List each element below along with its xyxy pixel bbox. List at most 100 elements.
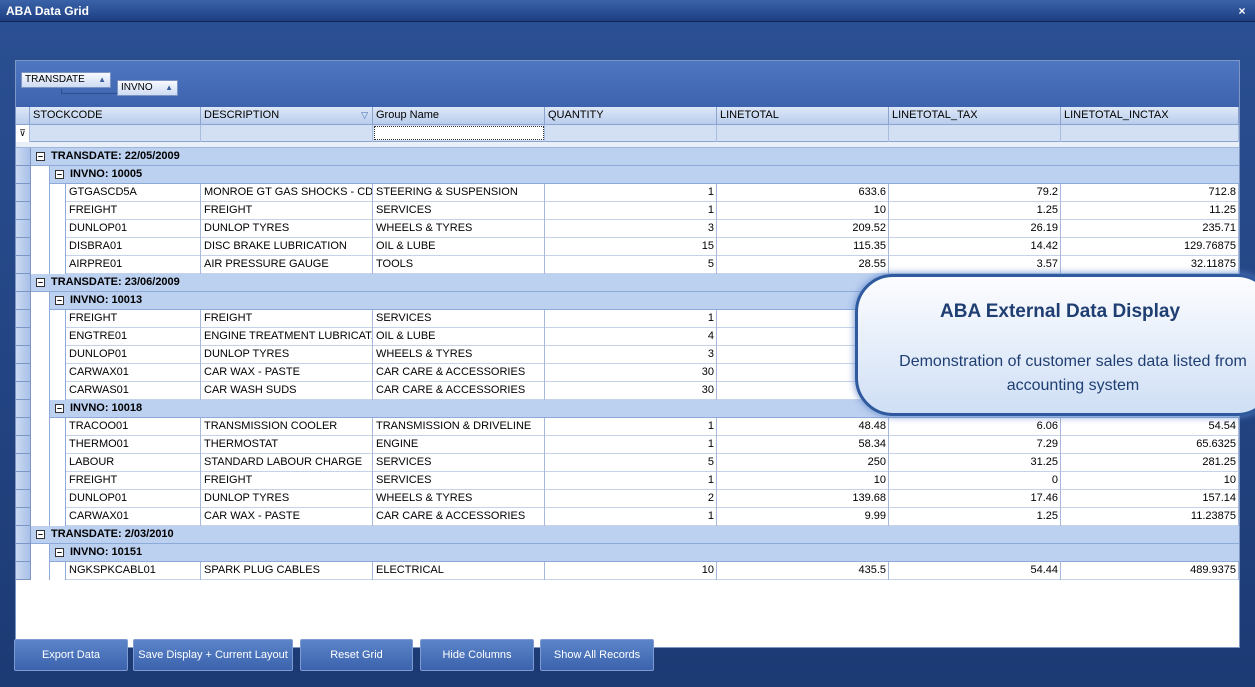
- table-cell[interactable]: ENGINE: [373, 436, 545, 454]
- filter-cell-linetotal-tax[interactable]: [889, 125, 1061, 142]
- table-cell[interactable]: 281.25: [1061, 454, 1239, 472]
- table-cell[interactable]: 1: [545, 202, 717, 220]
- table-cell[interactable]: DISC BRAKE LUBRICATION: [201, 238, 373, 256]
- filter-cell-group-name[interactable]: [373, 125, 545, 142]
- table-cell[interactable]: CAR CARE & ACCESSORIES: [373, 382, 545, 400]
- table-cell[interactable]: CAR WAX - PASTE: [201, 364, 373, 382]
- table-cell[interactable]: 6.06: [889, 418, 1061, 436]
- table-cell[interactable]: SERVICES: [373, 454, 545, 472]
- table-cell[interactable]: CAR WAX - PASTE: [201, 508, 373, 526]
- table-cell[interactable]: DISBRA01: [66, 238, 201, 256]
- table-cell[interactable]: AIRPRE01: [66, 256, 201, 274]
- row-selector[interactable]: [16, 544, 31, 562]
- table-cell[interactable]: 129.76875: [1061, 238, 1239, 256]
- column-header-group-name[interactable]: Group Name: [373, 107, 545, 125]
- column-header-linetotal-inctax[interactable]: LINETOTAL_INCTAX: [1061, 107, 1239, 125]
- table-row[interactable]: THERMO01 THERMOSTAT ENGINE 1 58.34 7.29 65.632…: [66, 436, 1239, 454]
- table-cell[interactable]: 10: [717, 202, 889, 220]
- table-cell[interactable]: CAR WASH SUDS: [201, 382, 373, 400]
- show-all-records-button[interactable]: Show All Records: [540, 639, 654, 671]
- table-row[interactable]: LABOUR STANDARD LABOUR CHARGE SERVICES 5 250…: [66, 454, 1239, 472]
- table-cell[interactable]: CARWAS01: [66, 382, 201, 400]
- table-row[interactable]: GTGASCD5A MONROE GT GAS SHOCKS - CD... STE…: [66, 184, 1239, 202]
- table-cell[interactable]: 48.48: [717, 418, 889, 436]
- table-cell[interactable]: 3: [545, 220, 717, 238]
- group-row-transdate[interactable]: – TRANSDATE: 2/03/2010: [31, 526, 1239, 544]
- group-row-transdate[interactable]: – TRANSDATE: 22/05/2009: [31, 148, 1239, 166]
- row-selector[interactable]: [16, 418, 31, 436]
- filter-icon[interactable]: ⊽: [16, 125, 30, 142]
- table-cell[interactable]: 31.25: [889, 454, 1061, 472]
- table-cell[interactable]: 3: [545, 346, 717, 364]
- table-cell[interactable]: 54.44: [889, 562, 1061, 580]
- table-cell[interactable]: CAR CARE & ACCESSORIES: [373, 508, 545, 526]
- row-selector[interactable]: [16, 508, 31, 526]
- table-cell[interactable]: 10: [545, 562, 717, 580]
- reset-grid-button[interactable]: Reset Grid: [300, 639, 413, 671]
- table-cell[interactable]: 139.68: [717, 490, 889, 508]
- table-cell[interactable]: 157.14: [1061, 490, 1239, 508]
- column-header-stockcode[interactable]: STOCKCODE: [30, 107, 201, 125]
- close-icon[interactable]: ×: [1238, 4, 1246, 18]
- row-selector[interactable]: [16, 472, 31, 490]
- row-selector[interactable]: [16, 382, 31, 400]
- table-row[interactable]: DUNLOP01 DUNLOP TYRES WHEELS & TYRES 3 209.5…: [66, 220, 1239, 238]
- table-cell[interactable]: 435.5: [717, 562, 889, 580]
- table-cell[interactable]: SPARK PLUG CABLES: [201, 562, 373, 580]
- hide-columns-button[interactable]: Hide Columns: [420, 639, 534, 671]
- collapse-toggle-icon[interactable]: –: [36, 529, 45, 539]
- table-cell[interactable]: CAR CARE & ACCESSORIES: [373, 364, 545, 382]
- table-cell[interactable]: FREIGHT: [66, 202, 201, 220]
- table-row[interactable]: DUNLOP01 DUNLOP TYRES WHEELS & TYRES 2 139.6…: [66, 490, 1239, 508]
- filter-cell-linetotal-inctax[interactable]: [1061, 125, 1239, 142]
- table-row[interactable]: TRACOO01 TRANSMISSION COOLER TRANSMISSION …: [66, 418, 1239, 436]
- table-cell[interactable]: 633.6: [717, 184, 889, 202]
- group-chip-invno[interactable]: INVNO ▲: [117, 80, 178, 96]
- row-selector[interactable]: [16, 346, 31, 364]
- table-cell[interactable]: 28.55: [717, 256, 889, 274]
- row-selector[interactable]: [16, 364, 31, 382]
- table-cell[interactable]: FREIGHT: [66, 310, 201, 328]
- table-cell[interactable]: 10: [717, 472, 889, 490]
- row-selector[interactable]: [16, 436, 31, 454]
- table-cell[interactable]: TRANSMISSION COOLER: [201, 418, 373, 436]
- table-cell[interactable]: 10: [1061, 472, 1239, 490]
- table-cell[interactable]: 79.2: [889, 184, 1061, 202]
- table-cell[interactable]: WHEELS & TYRES: [373, 220, 545, 238]
- table-cell[interactable]: CARWAX01: [66, 364, 201, 382]
- table-row[interactable]: DISBRA01 DISC BRAKE LUBRICATION OIL & LUBE…: [66, 238, 1239, 256]
- table-cell[interactable]: LABOUR: [66, 454, 201, 472]
- table-cell[interactable]: 235.71: [1061, 220, 1239, 238]
- collapse-toggle-icon[interactable]: –: [36, 151, 45, 161]
- table-cell[interactable]: 14.42: [889, 238, 1061, 256]
- table-cell[interactable]: 26.19: [889, 220, 1061, 238]
- table-cell[interactable]: 1: [545, 310, 717, 328]
- table-cell[interactable]: DUNLOP01: [66, 220, 201, 238]
- table-cell[interactable]: 0: [889, 472, 1061, 490]
- column-header-linetotal[interactable]: LINETOTAL: [717, 107, 889, 125]
- table-cell[interactable]: DUNLOP01: [66, 490, 201, 508]
- table-cell[interactable]: 5: [545, 454, 717, 472]
- row-selector[interactable]: [16, 220, 31, 238]
- row-selector[interactable]: [16, 454, 31, 472]
- filter-cell-description[interactable]: [201, 125, 373, 142]
- table-cell[interactable]: SERVICES: [373, 310, 545, 328]
- table-cell[interactable]: 489.9375: [1061, 562, 1239, 580]
- collapse-toggle-icon[interactable]: –: [55, 169, 64, 179]
- table-cell[interactable]: OIL & LUBE: [373, 328, 545, 346]
- collapse-toggle-icon[interactable]: –: [55, 295, 64, 305]
- table-cell[interactable]: AIR PRESSURE GAUGE: [201, 256, 373, 274]
- group-by-area[interactable]: TRANSDATE ▲ INVNO ▲: [16, 61, 1239, 107]
- row-selector[interactable]: [16, 256, 31, 274]
- filter-cell-stockcode[interactable]: [30, 125, 201, 142]
- table-cell[interactable]: DUNLOP TYRES: [201, 346, 373, 364]
- table-cell[interactable]: DUNLOP TYRES: [201, 490, 373, 508]
- table-cell[interactable]: 7.29: [889, 436, 1061, 454]
- table-cell[interactable]: THERMO01: [66, 436, 201, 454]
- table-cell[interactable]: 1: [545, 472, 717, 490]
- table-cell[interactable]: 115.35: [717, 238, 889, 256]
- row-selector[interactable]: [16, 490, 31, 508]
- row-selector[interactable]: [16, 166, 31, 184]
- export-data-button[interactable]: Export Data: [14, 639, 128, 671]
- column-header-description[interactable]: DESCRIPTION ▽: [201, 107, 373, 125]
